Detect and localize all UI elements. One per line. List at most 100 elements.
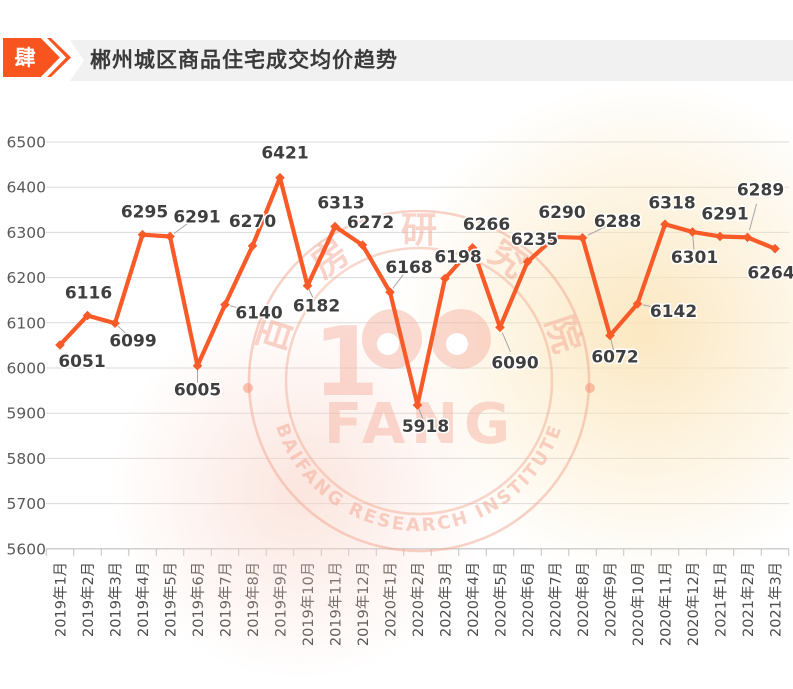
data-point	[192, 360, 203, 371]
watermark-cn-char: 研	[401, 210, 437, 251]
section-header-bar	[70, 40, 793, 81]
data-point	[715, 231, 725, 242]
data-label: 6142	[650, 302, 697, 322]
x-tick-label: 2020年10月	[630, 562, 647, 646]
data-label: 6264	[747, 264, 793, 284]
x-tick-label: 2021年2月	[740, 562, 757, 637]
data-label: 6090	[491, 353, 538, 373]
leader-lines	[117, 203, 758, 420]
leader-line	[642, 304, 663, 310]
leader-line	[117, 325, 128, 336]
data-point	[632, 299, 643, 309]
data-label: 6266	[463, 215, 510, 235]
data-label: 6313	[317, 194, 364, 214]
data-point	[137, 229, 148, 240]
data-point	[330, 221, 340, 232]
watermark-logo-zero-hole	[377, 333, 399, 355]
data-label: 6270	[229, 212, 276, 232]
data-point	[660, 219, 670, 230]
watermark-inner-ring	[284, 246, 554, 516]
x-tick-label: 2020年4月	[465, 562, 482, 637]
leader-line	[308, 288, 315, 300]
data-label: 6005	[174, 381, 221, 401]
data-label: 5918	[402, 417, 449, 437]
data-label: 6072	[591, 347, 638, 367]
data-point	[412, 400, 423, 410]
x-tick-label: 2020年8月	[575, 562, 592, 637]
x-tick-label: 2020年9月	[603, 562, 620, 637]
leader-line	[392, 274, 404, 289]
x-tick-label: 2019年3月	[108, 562, 125, 637]
data-label: 6301	[671, 248, 718, 268]
y-tick-label: 6300	[7, 224, 46, 242]
y-tick-label: 5900	[7, 405, 46, 423]
data-label: 6291	[173, 207, 220, 227]
x-tick-label: 2020年12月	[685, 562, 702, 646]
data-label: 6182	[293, 297, 340, 317]
y-tick-label: 5700	[7, 495, 46, 513]
x-tick-label: 2020年6月	[520, 562, 537, 637]
data-point	[605, 330, 615, 341]
leader-line	[229, 305, 249, 311]
data-point	[577, 233, 588, 243]
leader-line	[748, 203, 758, 231]
data-point	[357, 240, 368, 250]
page-title: 郴州城区商品住宅成交均价趋势	[90, 48, 398, 72]
data-point	[467, 242, 478, 253]
leader-line	[418, 408, 424, 420]
data-point	[220, 299, 230, 310]
x-tick-label: 2019年1月	[53, 562, 70, 637]
data-label: 6289	[737, 180, 784, 200]
y-tick-label: 5800	[7, 450, 46, 468]
x-tick-label: 2020年11月	[658, 562, 675, 646]
y-tick-label: 6400	[7, 179, 46, 197]
data-label: 6051	[58, 352, 105, 372]
data-label: 6318	[648, 193, 695, 213]
data-point	[440, 273, 450, 284]
y-tick-label: 6000	[7, 360, 46, 378]
watermark-right-dot	[585, 383, 595, 393]
y-tick-label: 6500	[7, 134, 46, 152]
leader-line	[587, 225, 608, 236]
data-point-markers	[55, 172, 780, 410]
y-tick-label: 6100	[7, 314, 46, 332]
data-point	[165, 231, 175, 242]
data-label: 6116	[65, 284, 112, 304]
y-tick-label: 6200	[7, 269, 46, 287]
data-point	[275, 172, 285, 183]
watermark-left-dot	[243, 383, 253, 393]
data-point	[522, 256, 533, 267]
watermark-glow-pink	[110, 300, 490, 680]
badge-number: 肆	[15, 46, 36, 70]
data-point	[687, 227, 698, 237]
data-label: 6099	[109, 331, 156, 351]
data-point	[770, 243, 780, 254]
data-point	[742, 232, 753, 243]
data-label: 6272	[347, 213, 394, 233]
data-label: 6291	[701, 204, 748, 224]
x-tick-label: 2020年5月	[493, 562, 510, 637]
data-label: 6421	[261, 144, 308, 164]
x-tick-label: 2021年1月	[713, 562, 730, 637]
watermark-outer-ring	[247, 209, 591, 553]
data-point	[110, 318, 120, 329]
data-label: 6168	[385, 258, 432, 278]
section-badge: 肆	[3, 38, 71, 77]
data-point	[495, 322, 505, 333]
y-tick-label: 5600	[7, 540, 46, 558]
badge-chevron-gap	[40, 38, 67, 77]
data-label: 6235	[511, 230, 558, 250]
y-axis-labels: 6500 6400 6300 6200 6100 6000 5900 5800 5700 5600	[7, 134, 46, 559]
data-label: 6290	[538, 203, 585, 223]
data-point	[247, 241, 258, 251]
leader-line	[501, 332, 511, 353]
data-label: 6198	[434, 248, 481, 268]
data-point	[385, 287, 395, 297]
data-point	[55, 340, 65, 350]
data-label: 6295	[121, 203, 168, 223]
data-label: 6288	[594, 212, 641, 232]
